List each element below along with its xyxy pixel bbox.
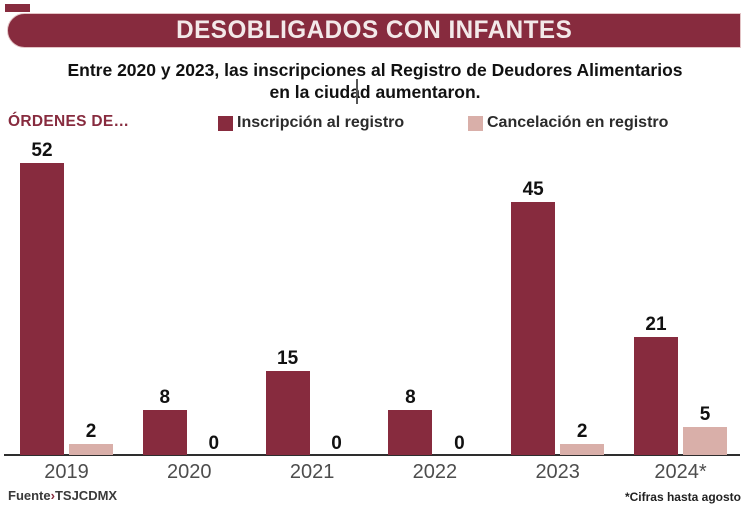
subtitle: Entre 2020 y 2023, las inscripciones al … (0, 59, 750, 103)
value-cancelacion-2019: 2 (85, 420, 97, 442)
value-inscripcion-2019: 52 (31, 139, 53, 161)
value-cancelacion-2023: 2 (576, 420, 588, 442)
legend-swatch-inscripcion (218, 115, 233, 131)
footnote: *Cifras hasta agosto (624, 490, 741, 504)
page-title: DESOBLIGADOS CON INFANTES (175, 16, 573, 44)
bar-inscripcion-2020 (142, 410, 187, 455)
legend-label-inscripcion: Inscripción al registro (237, 114, 405, 131)
banner-corner-tab (5, 4, 30, 12)
value-inscripcion-2020: 8 (159, 387, 171, 409)
x-tick-2023: 2023 (535, 461, 580, 483)
legend-item-inscripcion: Inscripción al registro (218, 114, 404, 132)
value-cancelacion-2022: 0 (454, 433, 465, 454)
subtitle-line-2: en la ciudad aumentaron. (269, 82, 481, 102)
value-cancelacion-2021: 0 (331, 433, 342, 454)
x-tick-2020: 2020 (167, 461, 212, 483)
bar-inscripcion-2021 (265, 370, 310, 455)
x-tick-2019: 2019 (44, 461, 89, 483)
bar-inscripcion-2022 (388, 410, 433, 455)
source-label: Fuente (8, 488, 51, 503)
value-cancelacion-2024*: 5 (699, 403, 711, 425)
subtitle-line-1: Entre 2020 y 2023, las inscripciones al … (67, 60, 683, 80)
title-banner: DESOBLIGADOS CON INFANTES (7, 13, 741, 48)
source-value: TSJCDMX (54, 488, 118, 503)
chart-series-prefix-label: ÓRDENES DE… (8, 113, 130, 130)
bar-inscripcion-2023 (511, 202, 556, 455)
value-inscripcion-2023: 45 (522, 179, 544, 201)
x-tick-2022: 2022 (412, 461, 458, 483)
bar-cancelacion-2024* (683, 426, 727, 455)
legend-swatch-cancelacion (468, 115, 483, 131)
legend-item-cancelacion: Cancelación en registro (468, 114, 668, 132)
x-axis-line (4, 454, 740, 456)
text-caret[interactable] (356, 79, 358, 104)
value-cancelacion-2020: 0 (208, 433, 220, 454)
value-inscripcion-2021: 15 (277, 347, 299, 369)
source-separator-icon: › (50, 488, 55, 503)
bar-inscripcion-2019 (20, 162, 64, 455)
x-tick-2024*: 2024* (654, 461, 707, 483)
x-tick-2021: 2021 (289, 461, 335, 483)
bar-cancelacion-2023 (560, 443, 605, 455)
bar-cancelacion-2019 (69, 443, 113, 455)
bar-inscripcion-2024* (634, 336, 678, 455)
value-inscripcion-2024*: 21 (645, 313, 667, 335)
source-note: Fuente›TSJCDMX (8, 488, 117, 503)
legend-label-cancelacion: Cancelación en registro (487, 114, 669, 131)
value-inscripcion-2022: 8 (405, 387, 416, 409)
